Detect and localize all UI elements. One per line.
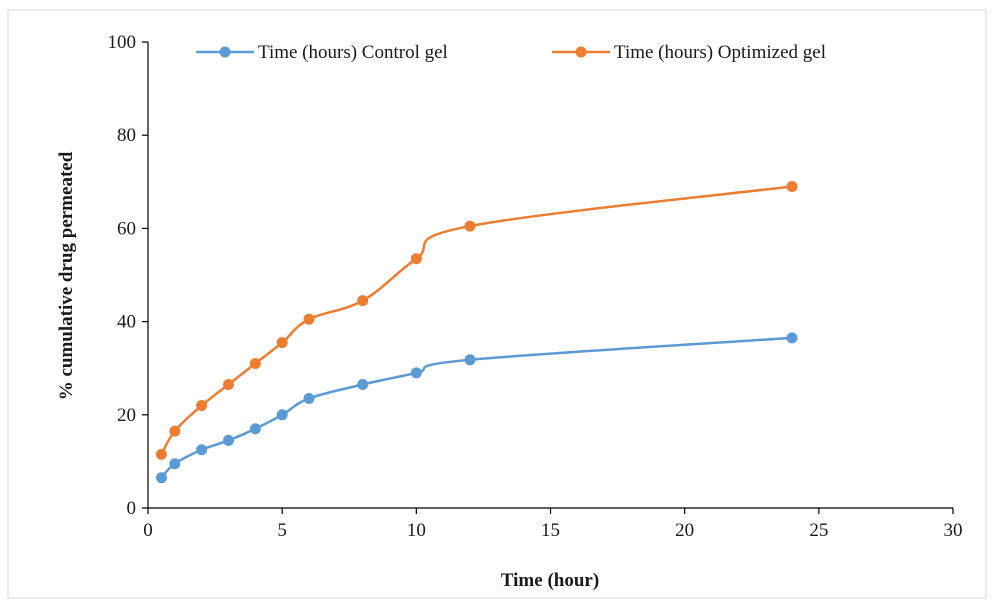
x-tick-label: 15 [541, 520, 560, 541]
chart-frame [7, 9, 987, 599]
data-point [410, 253, 422, 265]
data-point [249, 423, 261, 435]
data-point [155, 472, 167, 484]
data-point [303, 313, 315, 325]
y-axis-title: % cumulative drug permeated [56, 151, 77, 400]
data-point [276, 409, 288, 421]
y-tick-label: 0 [127, 498, 137, 519]
data-point [786, 332, 798, 344]
data-point [196, 399, 208, 411]
legend-item-optimized: Time (hours) Optimized gel [552, 42, 826, 63]
legend-label-optimized: Time (hours) Optimized gel [614, 42, 826, 63]
y-tick-label: 100 [108, 32, 137, 53]
y-axis: 0 20 40 60 80 100 [108, 32, 149, 519]
y-tick-label: 40 [117, 312, 136, 333]
x-axis: 0 5 10 15 20 25 30 [143, 507, 963, 541]
data-point [410, 367, 422, 379]
x-tick-label: 0 [143, 520, 153, 541]
y-tick-label: 80 [117, 125, 136, 146]
data-point [169, 458, 181, 470]
x-tick-label: 20 [675, 520, 694, 541]
x-axis-title: Time (hour) [501, 570, 599, 591]
series-1 [155, 180, 798, 460]
data-point [786, 180, 798, 192]
data-point [303, 392, 315, 404]
data-point [276, 337, 288, 349]
data-point [357, 295, 369, 307]
x-tick-label: 25 [809, 520, 828, 541]
data-point [223, 379, 234, 391]
series-0 [155, 332, 798, 484]
data-point [169, 425, 181, 437]
series-layer [155, 180, 798, 484]
data-point [464, 220, 476, 232]
data-point [223, 434, 234, 446]
x-tick-label: 10 [407, 520, 426, 541]
data-point [196, 444, 208, 456]
legend-swatch-marker [575, 46, 587, 58]
data-point [357, 379, 369, 391]
y-tick-label: 20 [117, 405, 136, 426]
data-point [155, 448, 167, 460]
legend-swatch-marker [219, 46, 231, 58]
legend-label-control: Time (hours) Control gel [258, 42, 448, 63]
legend-item-control: Time (hours) Control gel [196, 42, 448, 63]
x-tick-label: 5 [277, 520, 287, 541]
x-tick-label: 30 [944, 520, 963, 541]
legend: Time (hours) Control gel Time (hours) Op… [196, 42, 826, 63]
data-point [249, 358, 261, 370]
data-point [464, 354, 476, 366]
y-tick-label: 60 [117, 218, 136, 239]
